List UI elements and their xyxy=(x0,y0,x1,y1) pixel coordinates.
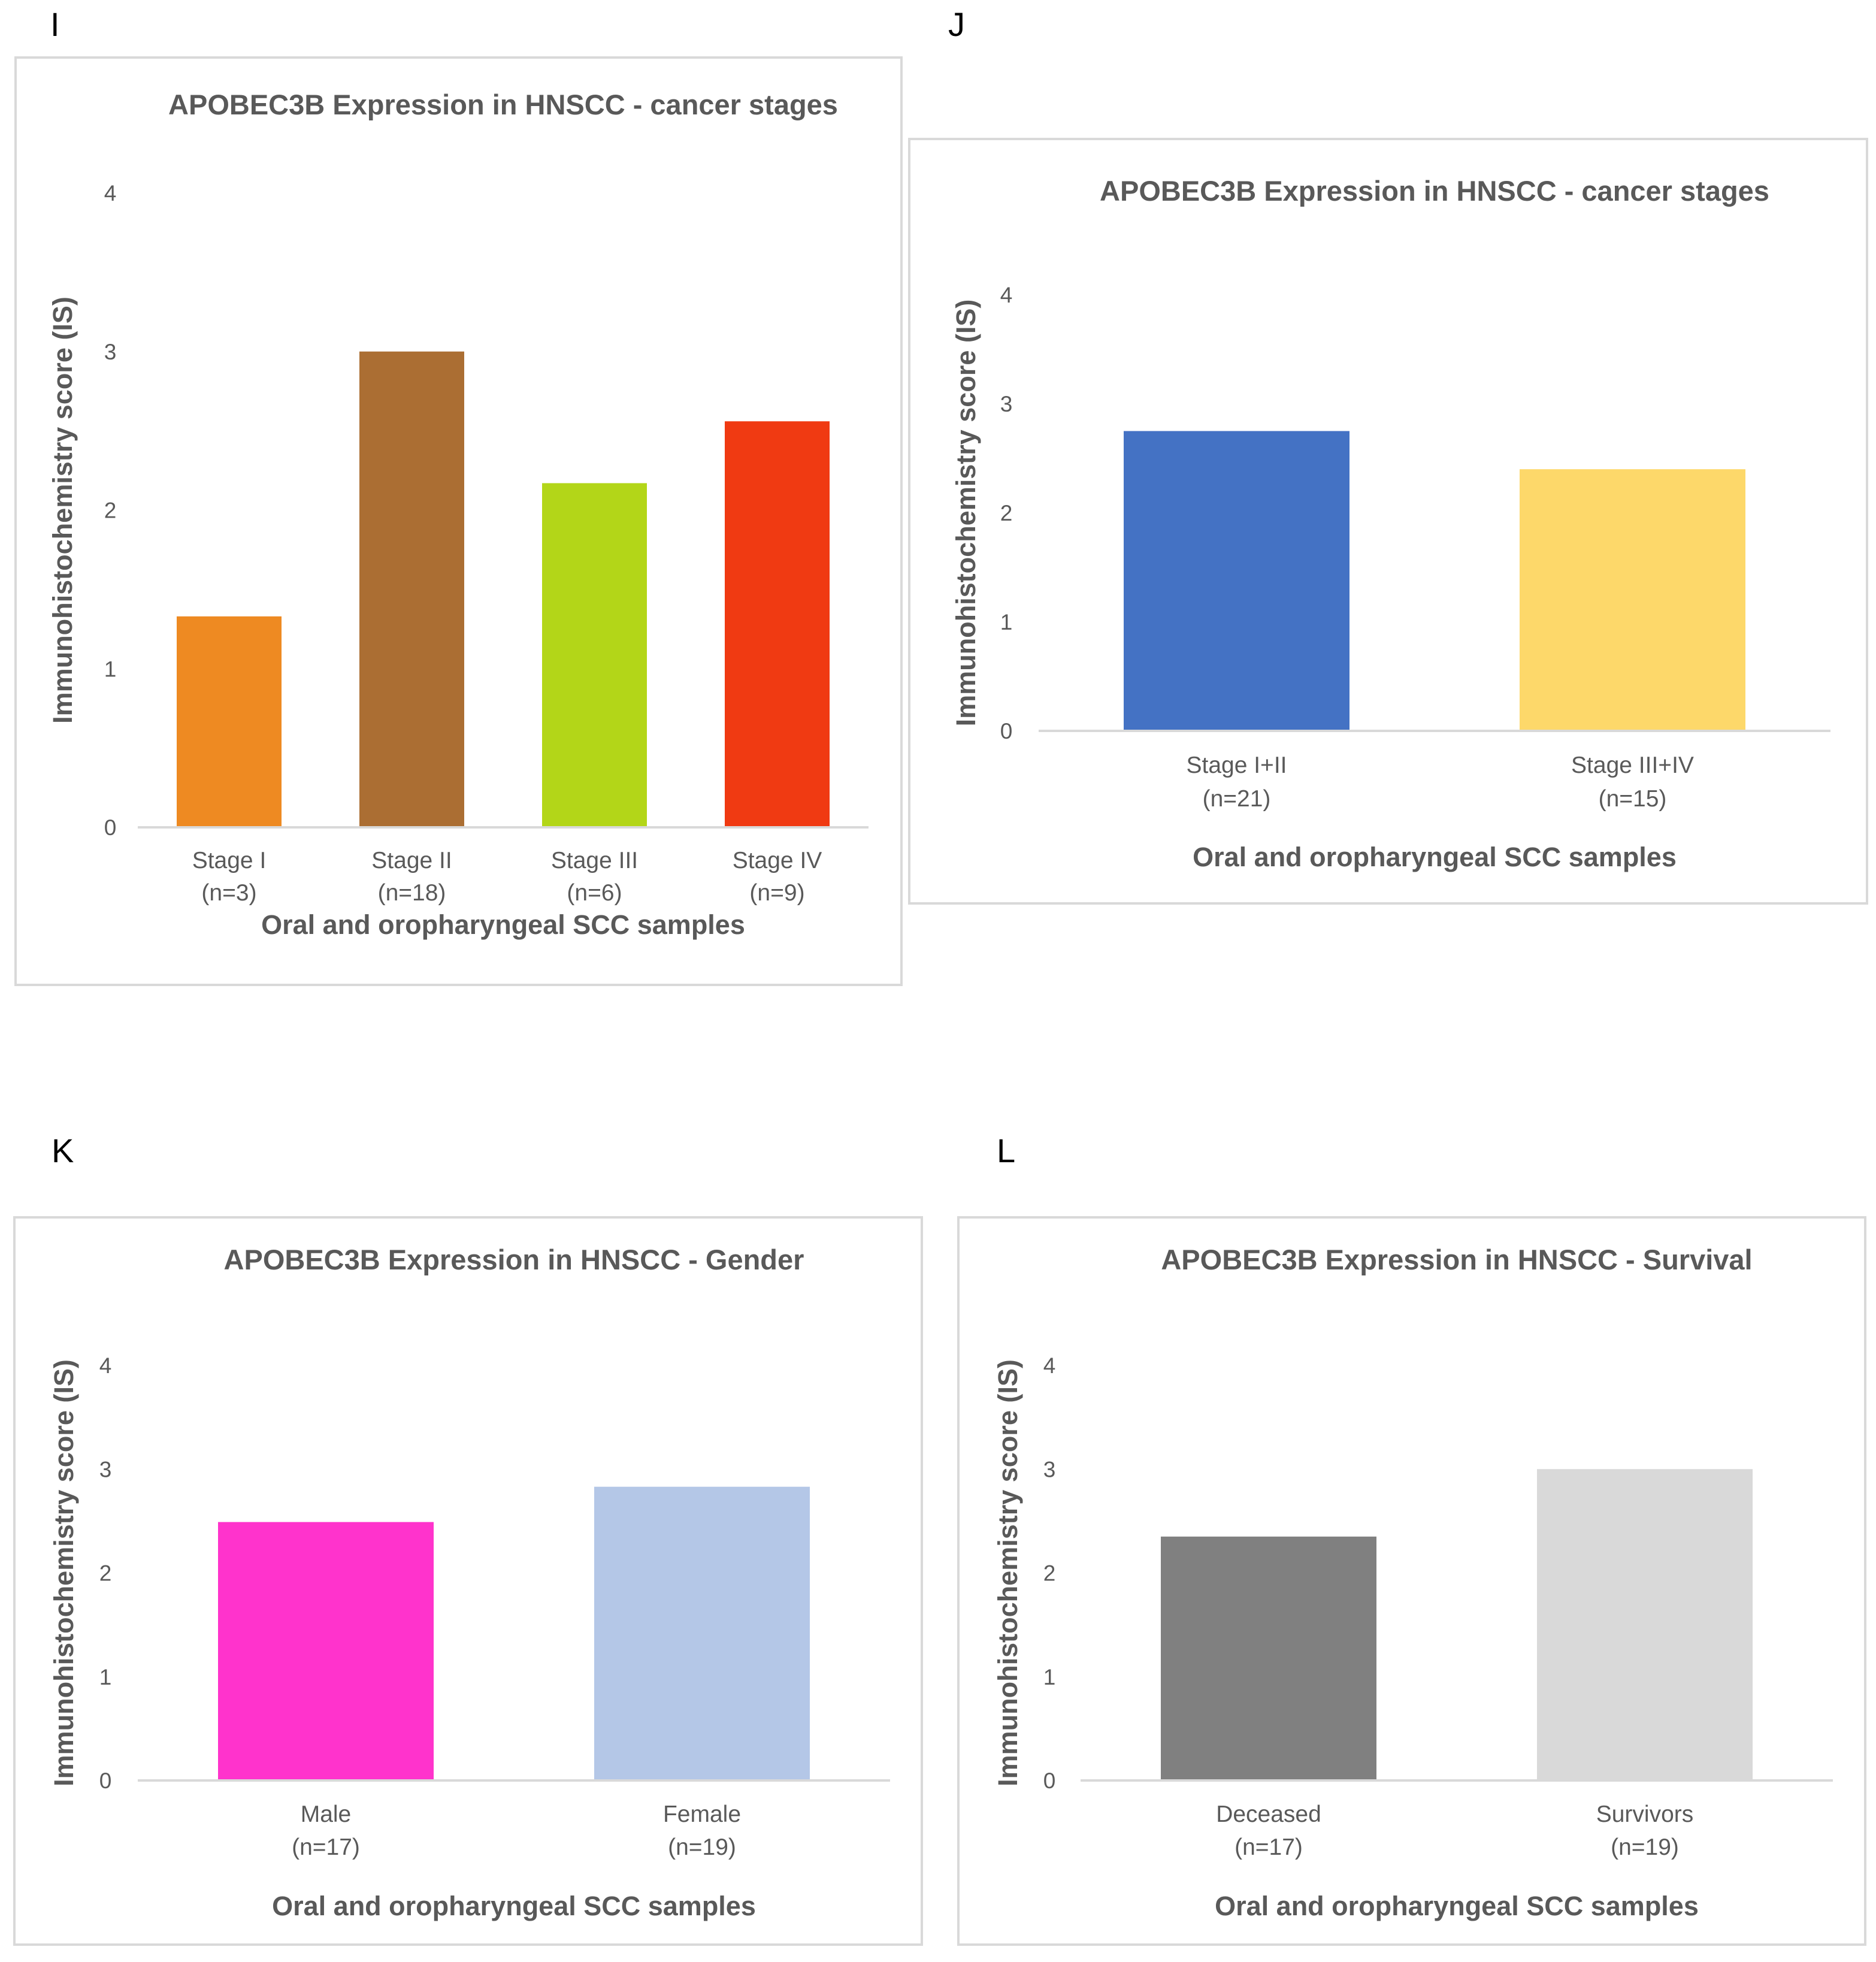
x-tick-label: Stage I xyxy=(192,848,267,873)
x-tick-label: Stage II xyxy=(371,848,452,873)
x-tick-count: (n=17) xyxy=(1234,1834,1303,1860)
panel-letter-j: J xyxy=(948,5,965,43)
x-tick-count: (n=18) xyxy=(378,880,446,906)
x-tick-label: Stage III+IV xyxy=(1571,752,1694,778)
x-tick-label: Stage IV xyxy=(733,848,822,873)
bar-stage-ii xyxy=(359,351,464,827)
x-axis-label: Oral and oropharyngeal SCC samples xyxy=(1215,1891,1699,1921)
x-tick-count: (n=9) xyxy=(749,880,804,906)
y-tick-label: 3 xyxy=(104,340,117,364)
y-tick-label: 2 xyxy=(1000,501,1013,525)
chart-k: APOBEC3B Expression in HNSCC - Gender 0 1 2… xyxy=(13,1216,923,1946)
y-tick-label: 1 xyxy=(99,1665,112,1689)
panel-letter-i: I xyxy=(50,5,60,43)
chart-title: APOBEC3B Expression in HNSCC - cancer st… xyxy=(168,89,838,120)
x-tick-count: (n=21) xyxy=(1203,786,1271,812)
panel-letter-k: K xyxy=(52,1132,74,1169)
chart-i: APOBEC3B Expression in HNSCC - cancer st… xyxy=(14,56,903,986)
y-axis-label: Immunohistochemistry score (IS) xyxy=(47,297,78,724)
x-tick-label: Deceased xyxy=(1216,1801,1321,1827)
y-tick-label: 3 xyxy=(1043,1457,1056,1482)
bar-survivors xyxy=(1537,1469,1753,1780)
chart-j: APOBEC3B Expression in HNSCC - cancer st… xyxy=(908,138,1868,905)
x-tick-count: (n=19) xyxy=(668,1834,736,1860)
x-axis-label: Oral and oropharyngeal SCC samples xyxy=(261,909,745,940)
y-tick-label: 0 xyxy=(104,815,117,840)
bar-deceased xyxy=(1161,1536,1376,1780)
y-tick-label: 1 xyxy=(1000,610,1013,634)
x-tick-label: Stage I+II xyxy=(1186,752,1287,778)
x-tick-count: (n=3) xyxy=(201,880,256,906)
y-tick-label: 2 xyxy=(1043,1561,1056,1586)
y-axis-label: Immunohistochemistry score (IS) xyxy=(951,300,981,727)
bar-stage-iii xyxy=(542,483,647,827)
y-tick-label: 2 xyxy=(104,498,117,523)
chart-title: APOBEC3B Expression in HNSCC - cancer st… xyxy=(1100,175,1769,207)
x-tick-count: (n=6) xyxy=(567,880,622,906)
panel-letter-l: L xyxy=(997,1132,1016,1169)
bar-stage-i-ii xyxy=(1124,431,1349,731)
chart-l: APOBEC3B Expression in HNSCC - Survival 0… xyxy=(957,1216,1866,1946)
y-tick-label: 0 xyxy=(1000,719,1013,743)
y-tick-label: 4 xyxy=(99,1353,112,1378)
bar-male xyxy=(218,1522,434,1780)
y-tick-label: 1 xyxy=(104,657,117,681)
x-tick-label: Stage III xyxy=(551,848,638,873)
x-tick-count: (n=19) xyxy=(1611,1834,1679,1860)
y-tick-label: 4 xyxy=(1000,283,1013,307)
chart-title: APOBEC3B Expression in HNSCC - Gender xyxy=(224,1244,804,1275)
bar-female xyxy=(594,1486,810,1780)
y-tick-label: 3 xyxy=(1000,392,1013,416)
y-tick-label: 4 xyxy=(1043,1353,1056,1378)
x-tick-count: (n=15) xyxy=(1599,786,1667,812)
x-tick-label: Male xyxy=(301,1801,352,1827)
y-axis-label: Immunohistochemistry score (IS) xyxy=(49,1359,79,1786)
y-tick-label: 0 xyxy=(1043,1768,1056,1793)
x-tick-label: Female xyxy=(663,1801,741,1827)
bar-stage-iv xyxy=(725,421,830,827)
x-tick-label: Survivors xyxy=(1596,1801,1694,1827)
bar-stage-i xyxy=(177,616,282,827)
y-tick-label: 0 xyxy=(99,1768,112,1793)
x-axis-label: Oral and oropharyngeal SCC samples xyxy=(1193,842,1677,872)
chart-title: APOBEC3B Expression in HNSCC - Survival xyxy=(1161,1244,1752,1275)
x-axis-label: Oral and oropharyngeal SCC samples xyxy=(272,1891,756,1921)
x-tick-count: (n=17) xyxy=(292,1834,360,1860)
y-tick-label: 2 xyxy=(99,1561,112,1586)
y-tick-label: 3 xyxy=(99,1457,112,1482)
y-axis-label: Immunohistochemistry score (IS) xyxy=(993,1359,1023,1786)
y-tick-label: 1 xyxy=(1043,1665,1056,1689)
bar-stage-iii-iv xyxy=(1520,469,1745,731)
y-tick-label: 4 xyxy=(104,181,117,205)
